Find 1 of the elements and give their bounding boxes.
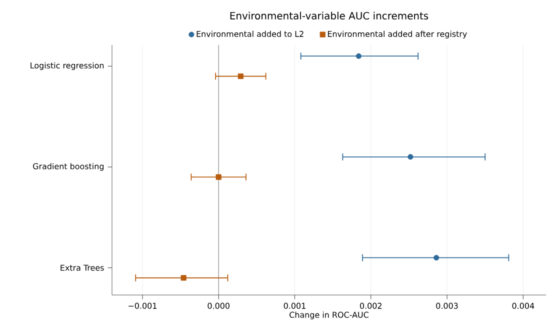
chart-title: Environmental-variable AUC increments — [230, 12, 428, 20]
